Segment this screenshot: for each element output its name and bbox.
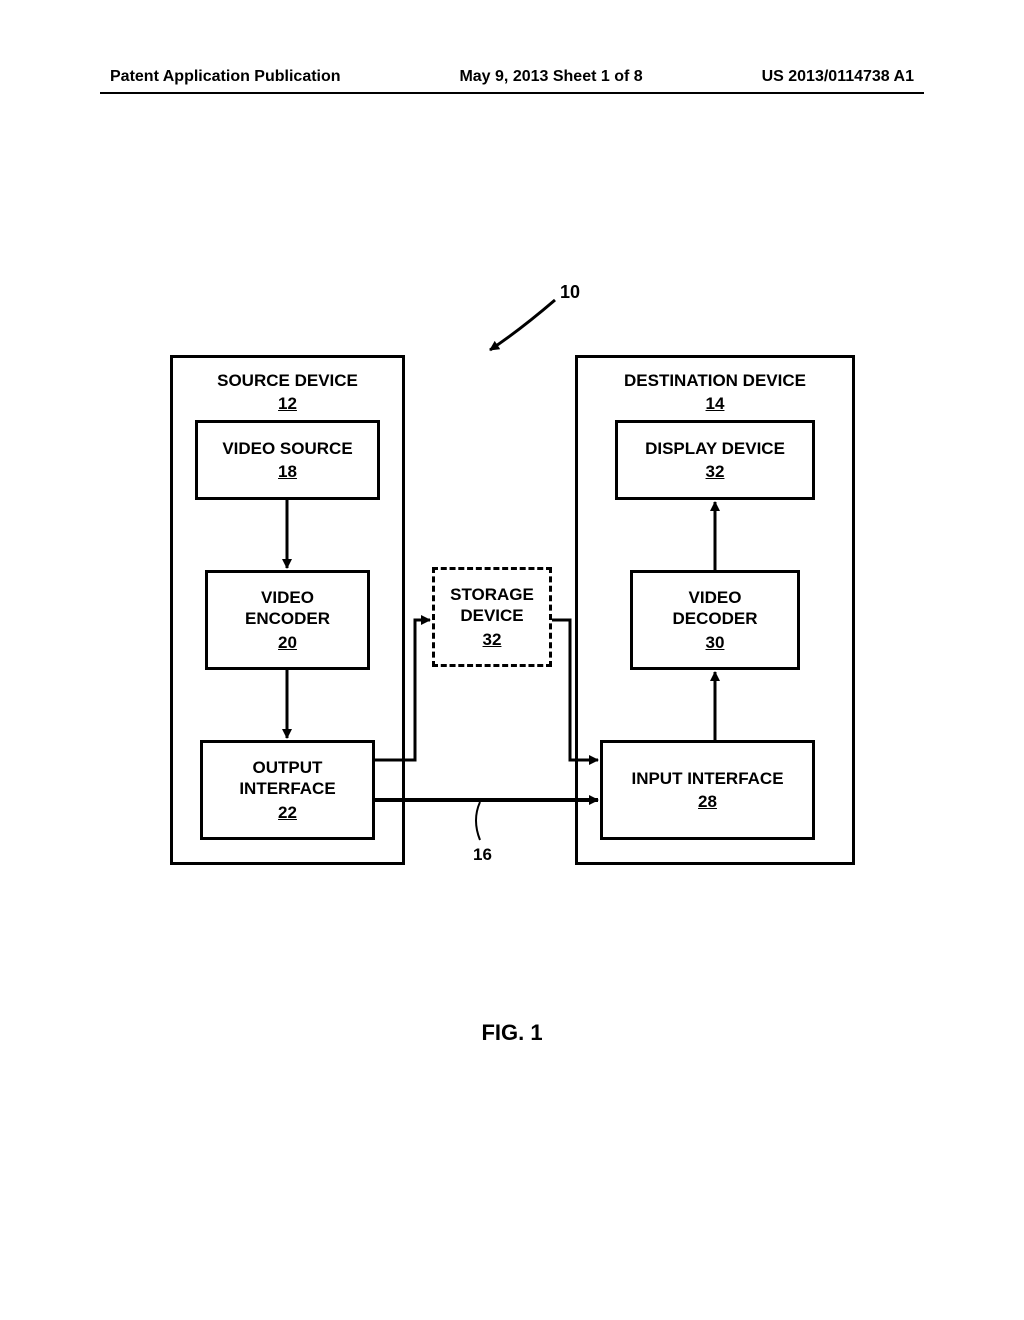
output-interface-title-l1: OUTPUT [253, 757, 323, 778]
arrow-system-label [490, 300, 555, 350]
page-header: Patent Application Publication May 9, 20… [0, 68, 1024, 86]
header-center: May 9, 2013 Sheet 1 of 8 [459, 68, 642, 86]
video-source-ref: 18 [278, 461, 297, 482]
video-encoder-title-l2: ENCODER [245, 608, 330, 629]
input-interface-box: INPUT INTERFACE 28 [600, 740, 815, 840]
video-decoder-title-l2: DECODER [672, 608, 757, 629]
input-interface-ref: 28 [698, 791, 717, 812]
video-decoder-box: VIDEO DECODER 30 [630, 570, 800, 670]
video-encoder-ref: 20 [278, 632, 297, 653]
source-device-ref: 12 [278, 393, 297, 414]
video-decoder-ref: 30 [706, 632, 725, 653]
video-encoder-box: VIDEO ENCODER 20 [205, 570, 370, 670]
figure-caption: FIG. 1 [0, 1020, 1024, 1046]
system-label: 10 [560, 282, 580, 302]
video-source-box: VIDEO SOURCE 18 [195, 420, 380, 500]
output-interface-title-l2: INTERFACE [239, 778, 335, 799]
header-right: US 2013/0114738 A1 [762, 68, 914, 86]
source-device-title: SOURCE DEVICE [217, 370, 358, 391]
storage-device-title-l2: DEVICE [460, 605, 523, 626]
video-source-title: VIDEO SOURCE [222, 438, 352, 459]
input-interface-title: INPUT INTERFACE [631, 768, 783, 789]
storage-device-ref: 32 [483, 629, 502, 650]
display-device-box: DISPLAY DEVICE 32 [615, 420, 815, 500]
system-diagram: 10 16 SOURCE DEVICE 12 VIDEO SOURCE 18 V… [0, 280, 1024, 980]
header-rule [100, 92, 924, 94]
display-device-title: DISPLAY DEVICE [645, 438, 785, 459]
output-interface-box: OUTPUT INTERFACE 22 [200, 740, 375, 840]
link-label: 16 [473, 845, 492, 864]
link-label-leader [476, 802, 480, 840]
storage-device-box: STORAGE DEVICE 32 [432, 567, 552, 667]
display-device-ref: 32 [706, 461, 725, 482]
output-interface-ref: 22 [278, 802, 297, 823]
video-encoder-title-l1: VIDEO [261, 587, 314, 608]
video-decoder-title-l1: VIDEO [689, 587, 742, 608]
header-left: Patent Application Publication [110, 68, 341, 86]
destination-device-ref: 14 [706, 393, 725, 414]
destination-device-title: DESTINATION DEVICE [624, 370, 806, 391]
storage-device-title-l1: STORAGE [450, 584, 534, 605]
